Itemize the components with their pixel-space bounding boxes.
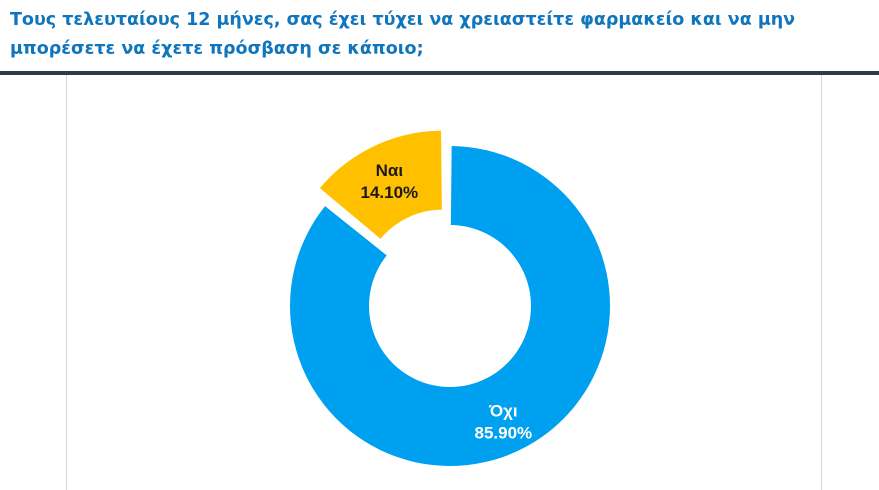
slice-category-label: Όχι <box>488 401 518 420</box>
slice-category-label: Ναι <box>376 161 404 180</box>
chart-area: Όχι 85.90% Ναι 14.10% <box>66 75 822 490</box>
donut-chart: Όχι 85.90% Ναι 14.10% <box>289 130 610 466</box>
question-title: Τους τελευταίους 12 μήνες, σας έχει τύχε… <box>10 10 796 59</box>
donut-slice-1 <box>319 130 442 239</box>
header-divider <box>0 71 879 75</box>
slice-value-label: 14.10% <box>361 183 419 202</box>
donut-slice-0 <box>289 146 610 466</box>
slice-value-label: 85.90% <box>475 423 533 442</box>
